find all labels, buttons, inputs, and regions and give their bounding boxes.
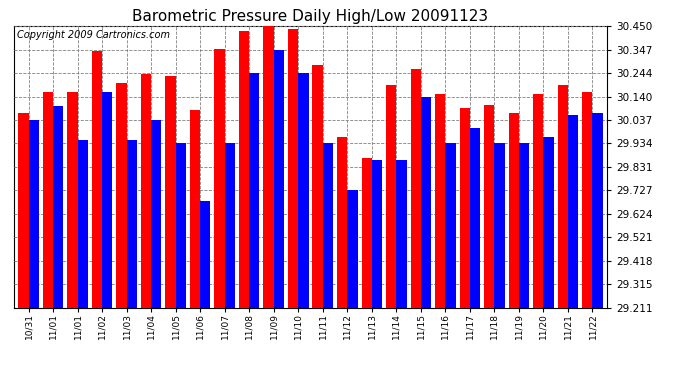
- Bar: [239, 31, 249, 308]
- Bar: [593, 112, 603, 308]
- Bar: [141, 74, 151, 308]
- Bar: [323, 143, 333, 308]
- Bar: [435, 94, 445, 308]
- Bar: [190, 110, 200, 308]
- Bar: [117, 83, 126, 308]
- Bar: [298, 73, 308, 308]
- Bar: [421, 97, 431, 308]
- Bar: [166, 76, 176, 308]
- Title: Barometric Pressure Daily High/Low 20091123: Barometric Pressure Daily High/Low 20091…: [132, 9, 489, 24]
- Bar: [372, 160, 382, 308]
- Bar: [362, 158, 372, 308]
- Bar: [445, 143, 455, 308]
- Bar: [274, 50, 284, 308]
- Bar: [558, 85, 568, 308]
- Bar: [67, 92, 77, 308]
- Bar: [495, 143, 504, 308]
- Bar: [396, 160, 406, 308]
- Bar: [582, 92, 593, 308]
- Bar: [249, 73, 259, 308]
- Bar: [151, 120, 161, 308]
- Bar: [411, 69, 421, 308]
- Bar: [386, 85, 396, 308]
- Bar: [28, 120, 39, 308]
- Bar: [533, 94, 544, 308]
- Bar: [200, 201, 210, 308]
- Bar: [77, 140, 88, 308]
- Bar: [225, 143, 235, 308]
- Bar: [18, 112, 28, 308]
- Bar: [568, 115, 578, 308]
- Bar: [43, 92, 53, 308]
- Bar: [470, 128, 480, 308]
- Bar: [347, 190, 357, 308]
- Bar: [176, 143, 186, 308]
- Bar: [509, 112, 519, 308]
- Bar: [544, 138, 554, 308]
- Bar: [484, 105, 495, 308]
- Bar: [264, 26, 274, 308]
- Bar: [126, 140, 137, 308]
- Text: Copyright 2009 Cartronics.com: Copyright 2009 Cartronics.com: [17, 30, 170, 40]
- Bar: [313, 65, 323, 308]
- Bar: [215, 49, 225, 308]
- Bar: [102, 92, 112, 308]
- Bar: [519, 143, 529, 308]
- Bar: [53, 106, 63, 308]
- Bar: [288, 28, 298, 308]
- Bar: [337, 138, 347, 308]
- Bar: [460, 108, 470, 308]
- Bar: [92, 51, 102, 308]
